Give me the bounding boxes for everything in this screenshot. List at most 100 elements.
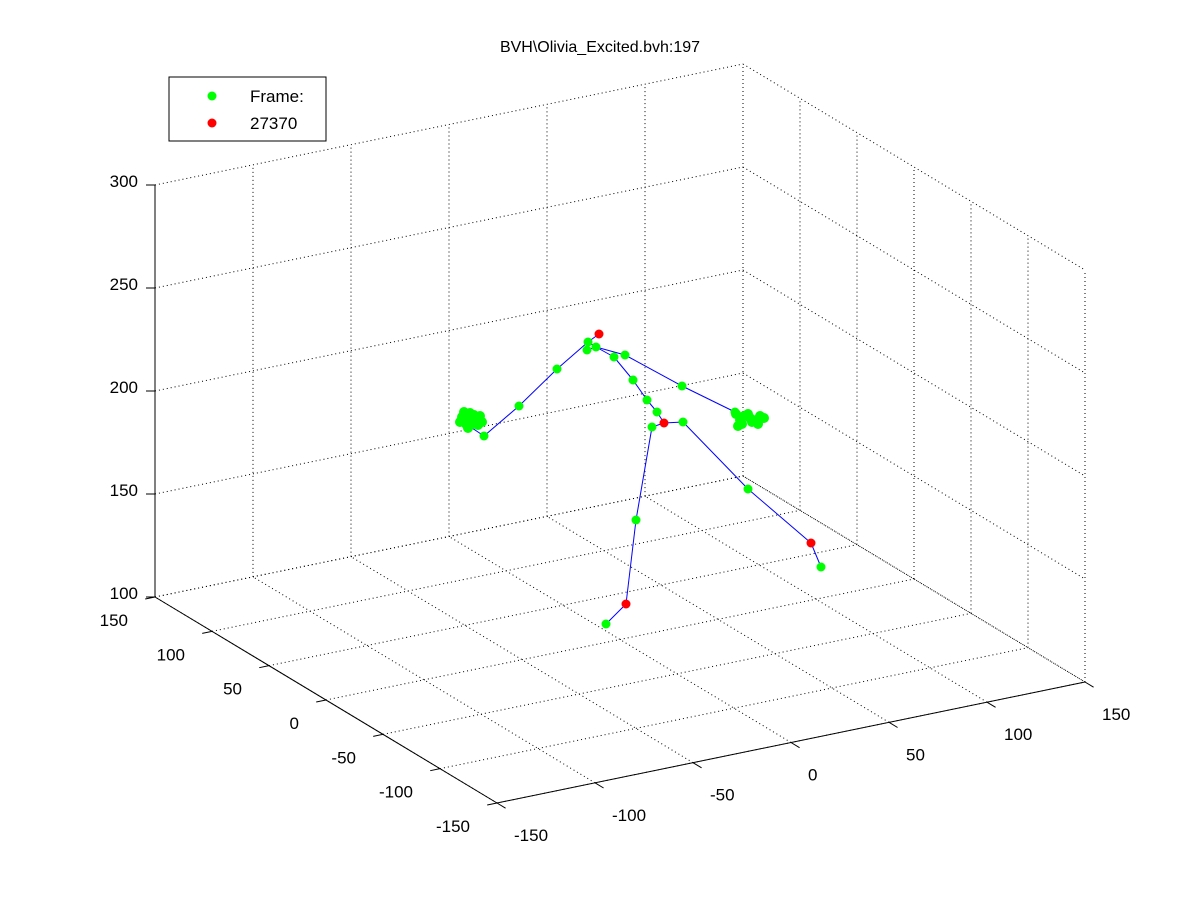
joint-spine3: [642, 395, 652, 405]
joint-shL0: [620, 350, 630, 360]
joint-elbR: [730, 407, 740, 417]
y-tick-mark-5: [430, 768, 441, 772]
x-tick-label-4: 50: [906, 745, 925, 764]
x-tick-mark-6: [1084, 681, 1094, 688]
grid-floor-y-5: [644, 495, 988, 703]
grid-right-horizontal-2: [742, 269, 1086, 477]
chart-title: BVH\Olivia_Excited.bvh:197: [500, 39, 700, 56]
legend-marker-frame-number: [207, 118, 217, 128]
joint-neck: [609, 352, 619, 362]
joint-kneeR: [743, 484, 753, 494]
grid-right-horizontal-1: [742, 372, 1086, 580]
grid-floor-y-3: [448, 536, 792, 743]
hand-left-point-10: [463, 423, 473, 433]
tick-labels: 100 150 200 250 300 150 100 50 0 -50 -100 -150 -150 -…: [100, 172, 1131, 845]
joint-spine4: [628, 375, 638, 385]
bone-17: [518, 368, 558, 407]
x-tick-mark-1: [594, 782, 604, 789]
bone-20: [595, 346, 626, 356]
joint-spine2: [652, 407, 662, 417]
y-tick-mark-6: [487, 802, 498, 806]
joint-head1: [582, 345, 592, 355]
x-tick-mark-5: [986, 701, 996, 708]
bone-22: [681, 385, 736, 413]
grid-right-horizontal-4: [742, 63, 1086, 271]
legend-label-frame: Frame:: [250, 87, 304, 106]
x-tick-mark-4: [888, 721, 898, 728]
joint-wristR: [747, 415, 757, 425]
joint-hipR: [678, 417, 688, 427]
y-tick-label-2: 50: [223, 680, 242, 699]
joint-elbL: [514, 401, 524, 411]
grid-floor-x-2: [268, 544, 858, 667]
y-tick-mark-3: [316, 699, 327, 703]
bone-16: [556, 341, 589, 370]
hand-left-point-9: [455, 417, 465, 427]
hand-left-point-12: [475, 411, 485, 421]
x-tick-label-2: -50: [710, 786, 735, 805]
y-tick-label-3: 0: [290, 714, 299, 733]
grid-back-horizontal-1: [154, 372, 744, 495]
joint-shL: [552, 364, 562, 374]
joint-wristL: [479, 431, 489, 441]
x-tick-mark-0: [496, 802, 506, 809]
joint-neckUp: [583, 337, 593, 347]
skeleton: [455, 329, 826, 629]
z-tick-label-0: 100: [110, 584, 138, 603]
joint-kneeL: [621, 599, 631, 609]
grid-floor-y-4: [546, 515, 890, 723]
y-tick-mark-1: [202, 630, 213, 634]
joint-footL: [601, 619, 611, 629]
x-tick-mark-3: [790, 742, 800, 749]
joint-hips: [647, 422, 657, 432]
grid-back-horizontal-0: [154, 475, 744, 598]
y-tick-label-1: 100: [157, 645, 185, 664]
y-tick-mark-0: [145, 596, 156, 600]
y-tick-mark-2: [259, 665, 270, 669]
y-tick-label-5: -100: [379, 783, 413, 802]
grid-floor-x-5: [439, 647, 1029, 770]
axes: [145, 184, 1094, 809]
grid-back-horizontal-2: [154, 269, 744, 392]
joint-spine1: [659, 418, 669, 428]
y-tick-label-0: 150: [100, 611, 128, 630]
grid-right-horizontal-0: [742, 475, 1086, 683]
bone-1: [625, 519, 637, 605]
bone-18: [483, 405, 520, 437]
joint-head0: [591, 342, 601, 352]
x-tick-label-6: 150: [1102, 705, 1130, 724]
y-tick-label-4: -50: [331, 748, 356, 767]
joint-footR: [816, 562, 826, 572]
joint-shR: [677, 381, 687, 391]
joint-ankleR: [806, 538, 816, 548]
grid-right-horizontal-3: [742, 166, 1086, 374]
grid-back-horizontal-4: [154, 63, 744, 186]
grid-back-horizontal-3: [154, 166, 744, 289]
x-tick-label-0: -150: [514, 826, 548, 845]
bone-2: [635, 426, 653, 521]
x-tick-mark-2: [692, 762, 702, 769]
z-tick-label-3: 250: [110, 275, 138, 294]
bone-21: [624, 354, 683, 387]
y-tick-mark-4: [373, 733, 384, 737]
legend-box: [168, 76, 327, 142]
joint-hipL: [631, 515, 641, 525]
x-tick-label-3: 0: [808, 766, 817, 785]
bone-5: [682, 421, 749, 490]
bone-6: [747, 488, 812, 544]
grid-floor-x-3: [325, 578, 915, 701]
x-tick-label-1: -100: [612, 806, 646, 825]
hand-left-point-8: [473, 420, 483, 430]
legend-marker-frame: [207, 91, 217, 101]
z-tick-label-1: 150: [110, 481, 138, 500]
legend: Frame: 27370: [168, 76, 327, 142]
z-tick-label-2: 200: [110, 378, 138, 397]
grid-floor-x-4: [382, 612, 972, 735]
z-tick-label-4: 300: [110, 172, 138, 191]
grid-floor-y-1: [252, 576, 596, 784]
x-tick-label-5: 100: [1004, 725, 1032, 744]
grid-floor-y-2: [350, 556, 694, 764]
joint-headTop: [594, 329, 604, 339]
